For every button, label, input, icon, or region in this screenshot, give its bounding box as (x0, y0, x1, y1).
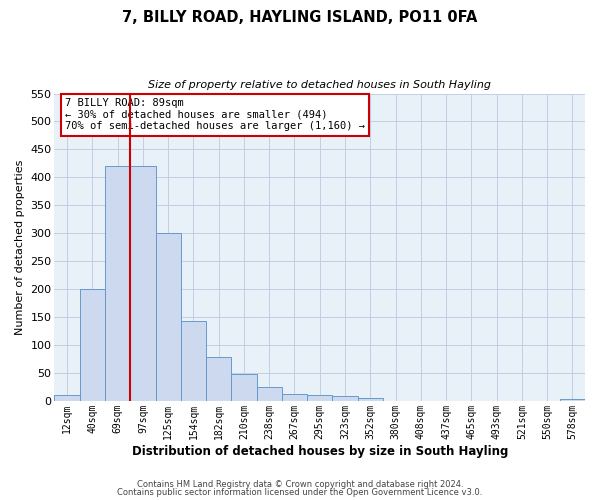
X-axis label: Distribution of detached houses by size in South Hayling: Distribution of detached houses by size … (131, 444, 508, 458)
Bar (257, 387, 282, 401)
Text: 7, BILLY ROAD, HAYLING ISLAND, PO11 0FA: 7, BILLY ROAD, HAYLING ISLAND, PO11 0FA (122, 10, 478, 25)
Bar (232, 374, 257, 401)
Bar (155, 234, 181, 401)
Title: Size of property relative to detached houses in South Hayling: Size of property relative to detached ho… (148, 80, 491, 90)
Text: 7 BILLY ROAD: 89sqm
← 30% of detached houses are smaller (494)
70% of semi-detac: 7 BILLY ROAD: 89sqm ← 30% of detached ho… (65, 98, 365, 132)
Text: Contains HM Land Registry data © Crown copyright and database right 2024.: Contains HM Land Registry data © Crown c… (137, 480, 463, 489)
Bar (181, 321, 206, 401)
Bar (206, 358, 232, 401)
Bar (105, 166, 130, 401)
Bar (560, 398, 585, 401)
Bar (130, 166, 155, 401)
Bar (307, 396, 332, 401)
Bar (282, 394, 307, 401)
Y-axis label: Number of detached properties: Number of detached properties (15, 160, 25, 335)
Bar (358, 398, 383, 401)
Bar (80, 289, 105, 401)
Bar (332, 396, 358, 401)
Text: Contains public sector information licensed under the Open Government Licence v3: Contains public sector information licen… (118, 488, 482, 497)
Bar (55, 396, 80, 401)
